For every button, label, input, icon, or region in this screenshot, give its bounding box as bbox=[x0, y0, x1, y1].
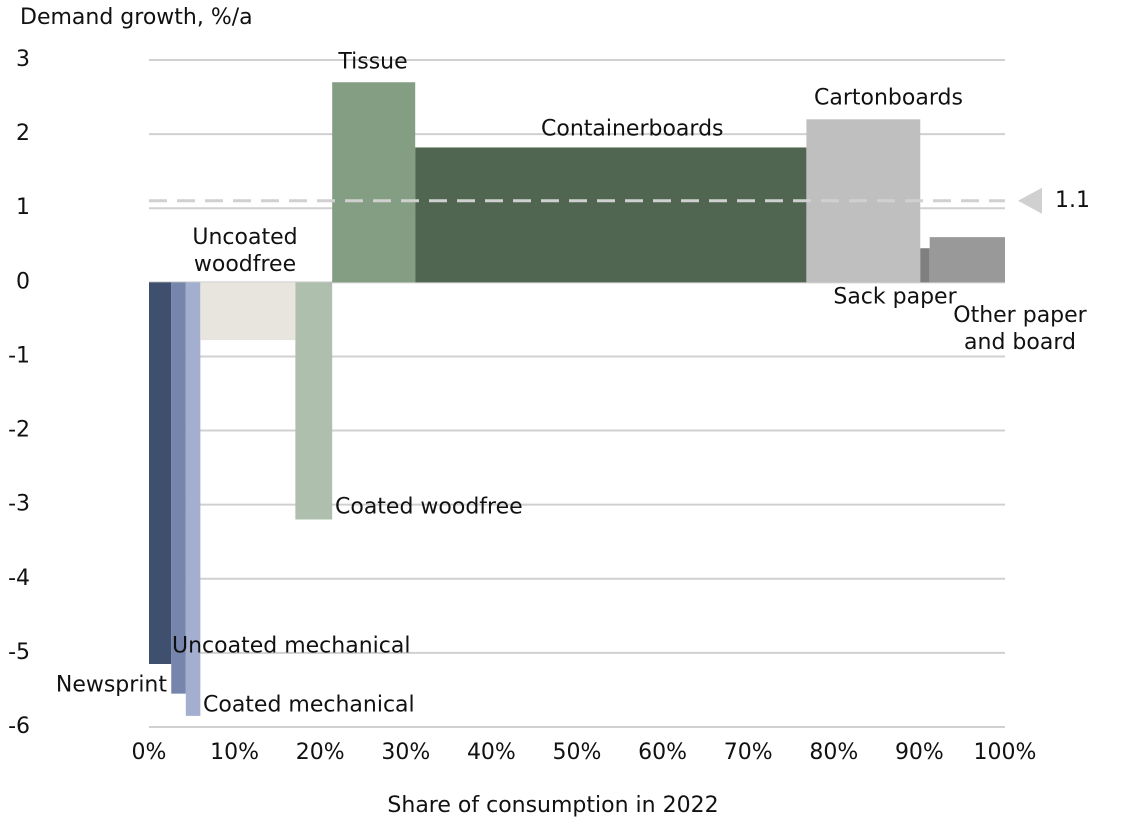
x-tick-label: 60% bbox=[638, 740, 687, 765]
bar bbox=[171, 282, 186, 694]
y-tick-label: -1 bbox=[8, 343, 30, 368]
bar bbox=[920, 248, 930, 283]
x-tick-label: 50% bbox=[553, 740, 602, 765]
bar bbox=[185, 282, 201, 716]
bar bbox=[415, 147, 807, 283]
x-tick-label: 30% bbox=[381, 740, 430, 765]
y-tick-label: 3 bbox=[16, 47, 30, 72]
bar bbox=[149, 282, 172, 665]
y-tick-label: -6 bbox=[8, 714, 30, 739]
category-label: Coated mechanical bbox=[203, 692, 415, 718]
y-tick-label: -2 bbox=[8, 418, 30, 443]
reference-marker bbox=[1018, 187, 1042, 214]
category-label: Tissue bbox=[338, 49, 408, 75]
y-tick-label: 1 bbox=[16, 195, 30, 220]
category-label: Other paper and board bbox=[953, 303, 1087, 355]
category-label: Coated woodfree bbox=[335, 494, 523, 520]
category-label: Cartonboards bbox=[814, 85, 963, 111]
x-tick-label: 40% bbox=[467, 740, 516, 765]
y-tick-label: -5 bbox=[8, 640, 30, 665]
bar bbox=[295, 282, 333, 520]
y-tick-label: -3 bbox=[8, 492, 30, 517]
x-tick-label: 80% bbox=[809, 740, 858, 765]
x-tick-label: 0% bbox=[132, 740, 167, 765]
category-label: Uncoated woodfree bbox=[192, 225, 298, 277]
y-tick-label: 2 bbox=[16, 121, 30, 146]
y-tick-label: -4 bbox=[8, 566, 30, 591]
category-label: Sack paper bbox=[833, 284, 957, 310]
bar bbox=[332, 82, 416, 283]
category-label: Containerboards bbox=[541, 116, 724, 142]
y-tick-label: 0 bbox=[16, 269, 30, 294]
x-tick-label: 100% bbox=[974, 740, 1037, 765]
x-tick-label: 10% bbox=[210, 740, 259, 765]
x-tick-label: 70% bbox=[724, 740, 773, 765]
bar bbox=[929, 237, 1005, 283]
y-axis-title: Demand growth, %/a bbox=[20, 5, 253, 30]
bar bbox=[200, 282, 296, 341]
x-axis-title: Share of consumption in 2022 bbox=[387, 793, 718, 818]
x-tick-label: 20% bbox=[296, 740, 345, 765]
category-label: Newsprint bbox=[55, 672, 167, 698]
category-label: Uncoated mechanical bbox=[172, 633, 411, 659]
reference-label: 1.1 bbox=[1055, 188, 1090, 213]
x-tick-label: 90% bbox=[895, 740, 944, 765]
